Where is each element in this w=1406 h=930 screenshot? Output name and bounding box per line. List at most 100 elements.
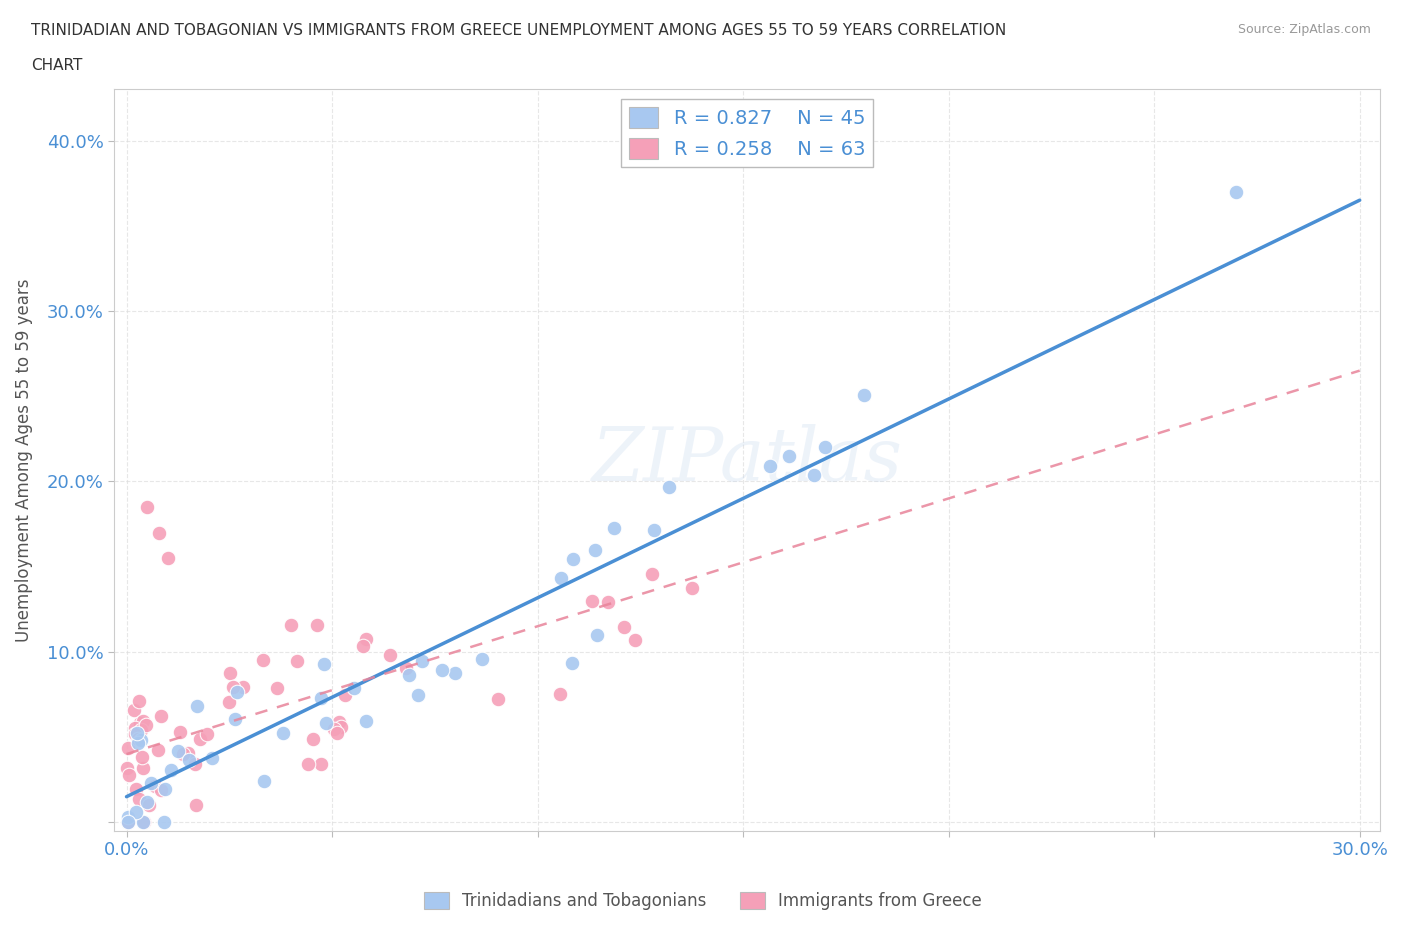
Point xyxy=(117,815,139,830)
Point xyxy=(586,628,609,643)
Point xyxy=(146,742,169,757)
Point xyxy=(232,680,254,695)
Text: Source: ZipAtlas.com: Source: ZipAtlas.com xyxy=(1237,23,1371,36)
Point xyxy=(184,756,207,771)
Point xyxy=(226,684,249,699)
Point xyxy=(125,725,148,740)
Text: TRINIDADIAN AND TOBAGONIAN VS IMMIGRANTS FROM GREECE UNEMPLOYMENT AMONG AGES 55 : TRINIDADIAN AND TOBAGONIAN VS IMMIGRANTS… xyxy=(31,23,1007,38)
Point xyxy=(312,656,335,671)
Legend: Trinidadians and Tobagonians, Immigrants from Greece: Trinidadians and Tobagonians, Immigrants… xyxy=(418,885,988,917)
Point xyxy=(623,632,645,647)
Point xyxy=(444,665,467,680)
Point xyxy=(186,797,208,812)
Point xyxy=(132,760,155,775)
Point xyxy=(124,721,146,736)
Point xyxy=(759,458,782,473)
Point xyxy=(333,687,356,702)
Point xyxy=(548,686,571,701)
Point xyxy=(172,746,194,761)
Point xyxy=(122,703,145,718)
Point xyxy=(167,743,190,758)
Point xyxy=(297,757,319,772)
Point xyxy=(302,731,325,746)
Point xyxy=(583,543,606,558)
Point xyxy=(470,652,492,667)
Point xyxy=(330,719,353,734)
Point xyxy=(128,792,150,807)
Point xyxy=(159,763,181,777)
Point xyxy=(253,774,276,789)
Point xyxy=(128,694,150,709)
Point xyxy=(118,768,141,783)
Point xyxy=(803,468,825,483)
Point xyxy=(778,448,800,463)
Point xyxy=(136,499,159,514)
Point xyxy=(127,732,149,747)
Point xyxy=(641,566,664,581)
Point xyxy=(127,736,149,751)
Point xyxy=(135,717,157,732)
Point xyxy=(305,618,328,632)
Point xyxy=(411,654,433,669)
Point xyxy=(596,594,619,609)
Y-axis label: Unemployment Among Ages 55 to 59 years: Unemployment Among Ages 55 to 59 years xyxy=(15,278,32,642)
Point xyxy=(581,594,603,609)
Point xyxy=(603,521,626,536)
Point xyxy=(224,711,246,726)
Point xyxy=(149,782,172,797)
Point xyxy=(287,654,309,669)
Point xyxy=(658,479,681,494)
Point xyxy=(132,713,155,728)
Point xyxy=(378,648,401,663)
Point xyxy=(153,781,176,796)
Point xyxy=(132,815,155,830)
Point xyxy=(143,778,166,793)
Point xyxy=(201,751,224,765)
Point xyxy=(561,656,583,671)
Point xyxy=(139,775,162,790)
Point xyxy=(322,722,344,737)
Point xyxy=(188,732,211,747)
Point xyxy=(681,581,703,596)
Point xyxy=(486,691,509,706)
Point xyxy=(309,691,332,706)
Point xyxy=(613,620,636,635)
Point xyxy=(252,653,274,668)
Point xyxy=(131,750,153,764)
Point xyxy=(124,727,146,742)
Point xyxy=(138,798,160,813)
Point xyxy=(1225,184,1247,199)
Point xyxy=(814,440,837,455)
Point xyxy=(195,726,218,741)
Point xyxy=(150,709,173,724)
Text: CHART: CHART xyxy=(31,58,83,73)
Point xyxy=(177,746,200,761)
Point xyxy=(222,679,245,694)
Point xyxy=(218,666,240,681)
Point xyxy=(354,713,377,728)
Point xyxy=(135,795,157,810)
Point xyxy=(266,681,288,696)
Point xyxy=(131,815,153,830)
Point xyxy=(271,725,294,740)
Point xyxy=(186,698,208,713)
Point xyxy=(315,716,337,731)
Point xyxy=(853,388,876,403)
Point xyxy=(328,715,350,730)
Point xyxy=(354,631,377,646)
Point xyxy=(117,815,139,830)
Point xyxy=(430,662,453,677)
Point xyxy=(395,660,418,675)
Point xyxy=(117,809,139,824)
Point xyxy=(148,525,170,540)
Point xyxy=(115,761,138,776)
Point xyxy=(398,668,420,683)
Point xyxy=(117,741,139,756)
Point xyxy=(326,726,349,741)
Point xyxy=(643,523,665,538)
Point xyxy=(352,639,374,654)
Point xyxy=(156,551,179,565)
Point xyxy=(152,815,174,830)
Point xyxy=(343,680,366,695)
Point xyxy=(125,782,148,797)
